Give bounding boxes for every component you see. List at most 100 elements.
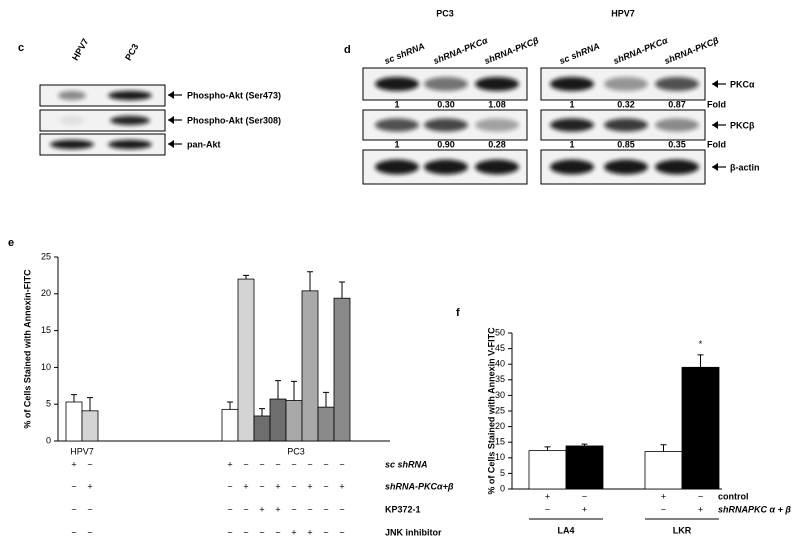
error-bar [275,380,281,400]
condition-mark: − [243,459,248,469]
condition-mark: − [339,504,344,514]
y-tick-label: 5 [500,468,505,478]
fold-value: 1 [569,99,574,109]
band [424,118,468,132]
y-tick-label: 50 [495,327,505,337]
y-tick-label: 10 [495,452,505,462]
y-tick-label: 20 [495,421,505,431]
band [475,159,519,175]
lane-label: shRNA-PKCα [432,35,490,66]
band [604,159,648,175]
bar [81,410,99,442]
condition-mark: − [71,504,76,514]
panel-label: c [18,42,24,54]
y-axis-label: % of Cells Stained with Annexin V-FITC [486,327,496,495]
y-tick-label: 0 [500,483,505,493]
condition-mark: − [71,481,76,491]
arrow-head [712,121,718,129]
band [475,76,519,92]
condition-mark: − [323,459,328,469]
lane-label: PC3 [123,42,140,62]
band [424,76,468,92]
band [110,115,150,126]
y-tick-label: 0 [46,435,51,445]
group-label: PC3 [287,446,305,456]
condition-mark: + [698,504,703,514]
condition-label: sc shRNA [385,459,428,469]
condition-mark: + [545,491,550,501]
y-tick-label: 25 [495,405,505,415]
bar [317,406,335,442]
bar [565,445,604,490]
y-axis-label: % of Cells Stained with Annexin-FITC [22,269,32,429]
condition-mark: − [259,527,264,537]
blot [39,109,166,132]
band [58,90,86,101]
condition-mark: + [661,491,666,501]
condition-label: KP372-1 [385,504,421,514]
condition-label: control [718,491,749,501]
lane-label: shRNA-PKCβ [483,35,541,66]
band [375,118,419,132]
band [550,118,594,132]
condition-mark: − [227,481,232,491]
blot-label: Phospho-Akt (Ser308) [187,115,281,125]
blot-label: PKCα [730,79,755,89]
fold-value: 0.28 [488,139,506,149]
error-bar [87,397,93,411]
condition-label: shRNA-PKCα+β [385,481,454,491]
condition-mark: − [243,527,248,537]
arrow-head [168,91,174,99]
band [655,159,699,175]
condition-mark: − [259,459,264,469]
condition-mark: − [275,459,280,469]
band [475,118,519,132]
bar [237,278,255,442]
error-bar [581,443,588,446]
error-bar [71,394,77,402]
error-bar [291,380,297,401]
fold-value: 0.90 [437,139,455,149]
y-tick-label: 15 [495,437,505,447]
condition-mark: + [307,527,312,537]
condition-mark: + [275,481,280,491]
condition-mark: − [339,459,344,469]
error-bar [660,444,667,452]
fold-value: 0.32 [617,99,635,109]
error-bar [307,271,313,291]
group-label: LA4 [557,525,574,535]
blot [39,133,166,156]
cell-line: HPV7 [611,8,635,18]
condition-mark: + [71,459,76,469]
arrow-head [168,116,174,124]
condition-mark: − [227,527,232,537]
error-bar [697,354,704,368]
band [604,118,648,132]
bar [333,297,351,442]
y-tick-label: 5 [46,399,51,409]
band [375,76,419,92]
condition-mark: + [227,459,232,469]
condition-mark: − [87,459,92,469]
group-label: LKR [673,525,692,535]
condition-mark: − [275,527,280,537]
y-tick-label: 10 [41,362,51,372]
condition-mark: − [339,527,344,537]
fold-label: Fold [707,99,726,109]
condition-mark: − [71,527,76,537]
condition-mark: − [87,527,92,537]
error-bar [544,446,551,451]
fold-label: Fold [707,139,726,149]
band [655,118,699,132]
condition-mark: − [307,504,312,514]
condition-mark: + [87,481,92,491]
condition-mark: − [323,504,328,514]
panel-label: f [456,307,460,319]
panel-label: e [8,237,14,249]
error-bar [323,391,329,408]
condition-mark: − [227,504,232,514]
y-tick-label: 30 [495,390,505,400]
condition-mark: − [545,504,550,514]
bar [65,401,83,442]
bar [528,450,567,490]
